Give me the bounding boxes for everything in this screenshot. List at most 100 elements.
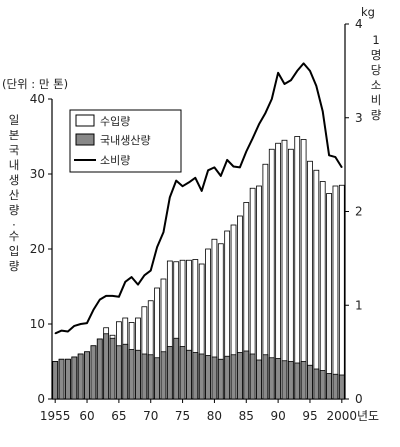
consumption-point-1958 <box>73 325 75 327</box>
x-tick-label: 75 <box>175 409 190 423</box>
x-tick-label: 80 <box>207 409 222 423</box>
legend-swatch-import <box>75 114 95 127</box>
bar-total-1998 <box>326 193 332 400</box>
consumption-point-1969 <box>143 274 145 276</box>
consumption-point-1955 <box>54 332 56 334</box>
bar-domestic-1991 <box>281 360 288 400</box>
consumption-point-1957 <box>67 330 69 333</box>
bar-domestic-1978 <box>198 353 205 400</box>
bar-domestic-1997 <box>319 370 326 400</box>
bar-domestic-1958 <box>71 356 78 400</box>
left-tick-label: 20 <box>30 242 45 256</box>
consumption-point-1995 <box>309 70 311 72</box>
left-axis-title-char: 일 <box>9 113 20 127</box>
bar-domestic-1964 <box>109 337 116 400</box>
bar-domestic-1971 <box>154 357 160 400</box>
consumption-point-1990 <box>277 72 279 74</box>
consumption-point-1983 <box>232 165 235 168</box>
consumption-point-1980 <box>213 166 216 169</box>
bar-domestic-1975 <box>179 346 186 400</box>
bar-domestic-1974 <box>173 337 180 400</box>
x-tick-label: 70 <box>143 409 158 423</box>
consumption-point-1997 <box>322 110 324 112</box>
bar-total-1994 <box>300 139 307 400</box>
consumption-point-1975 <box>181 185 184 187</box>
bar-domestic-1965 <box>115 345 122 400</box>
x-tick-label: 95 <box>302 409 317 423</box>
right-axis-title-char: 량 <box>371 108 382 122</box>
consumption-point-1973 <box>169 196 171 199</box>
bar-domestic-1985 <box>243 350 250 400</box>
bar-domestic-1989 <box>268 357 275 400</box>
consumption-point-2000 <box>341 166 343 169</box>
consumption-point-1967 <box>131 276 133 278</box>
bar-domestic-1979 <box>205 355 211 400</box>
bar-domestic-1960 <box>84 351 90 400</box>
legend: 수입량 국내생산량 소비량 <box>69 109 182 173</box>
left-axis-title-char: 국 <box>9 143 20 157</box>
consumption-point-1964 <box>111 295 114 297</box>
bar-total-1995 <box>307 160 313 400</box>
bar-domestic-1992 <box>287 361 294 400</box>
left-axis-title-char: 량 <box>9 259 20 273</box>
bar-domestic-1996 <box>313 368 320 400</box>
bars-group <box>52 136 345 400</box>
legend-label-consumption: 소비량 <box>100 154 130 167</box>
consumption-point-1956 <box>60 329 63 332</box>
bar-domestic-1980 <box>211 356 218 400</box>
consumption-point-1966 <box>124 281 126 283</box>
consumption-point-1971 <box>156 246 158 248</box>
bar-domestic-1990 <box>275 358 282 400</box>
consumption-point-1959 <box>80 323 82 325</box>
bar-domestic-1962 <box>96 338 103 400</box>
bar-domestic-1963 <box>103 333 110 400</box>
left-unit-label: (단위 : 만 톤) <box>2 77 68 91</box>
consumption-point-1991 <box>283 83 286 85</box>
consumption-point-1989 <box>271 98 273 100</box>
x-axis-unit: 년도 <box>357 409 379 423</box>
consumption-point-1981 <box>220 175 222 177</box>
right-axis-title-char: 당 <box>371 63 382 77</box>
x-tick-label: 1955 <box>40 409 71 423</box>
bar-domestic-1956 <box>58 358 65 400</box>
consumption-point-1993 <box>296 70 298 72</box>
left-axis-title-char: 산 <box>9 188 20 202</box>
legend-label-import: 수입량 <box>100 115 130 128</box>
consumption-point-1976 <box>188 181 190 184</box>
consumption-point-1962 <box>99 299 101 301</box>
bar-domestic-1983 <box>230 354 237 400</box>
consumption-point-1987 <box>258 123 260 125</box>
bar-domestic-1957 <box>65 358 71 400</box>
bar-domestic-1986 <box>249 353 256 400</box>
right-tick-label: 3 <box>355 111 363 125</box>
consumption-point-1984 <box>239 166 241 169</box>
left-tick-label: 0 <box>37 392 45 406</box>
bar-domestic-1968 <box>135 349 141 400</box>
left-tick-label: 30 <box>30 167 45 181</box>
bar-domestic-1995 <box>307 364 313 400</box>
consumption-point-1977 <box>194 177 196 179</box>
right-tick-label: 1 <box>355 298 363 312</box>
left-axis-title-char: 량 <box>9 203 20 217</box>
x-tick-label: 65 <box>111 409 126 423</box>
bar-domestic-1988 <box>262 354 269 400</box>
legend-label-domestic: 국내생산량 <box>100 134 151 147</box>
consumption-point-1965 <box>118 296 120 298</box>
consumption-point-1986 <box>252 137 254 139</box>
bar-domestic-1984 <box>237 352 243 400</box>
consumption-line <box>54 62 343 335</box>
consumption-point-1996 <box>315 85 317 87</box>
bar-domestic-1961 <box>90 345 97 400</box>
bar-domestic-1993 <box>294 362 301 400</box>
right-tick-label: 2 <box>355 205 363 219</box>
consumption-point-1999 <box>334 156 337 158</box>
bar-domestic-1976 <box>186 349 192 400</box>
consumption-point-1982 <box>226 159 228 161</box>
bar-domestic-1955 <box>52 361 59 400</box>
bar-domestic-1977 <box>192 352 199 400</box>
right-tick-label: 4 <box>355 17 363 31</box>
x-tick-label: 2000 <box>327 409 358 423</box>
right-axis-title-char: 비 <box>371 93 382 107</box>
